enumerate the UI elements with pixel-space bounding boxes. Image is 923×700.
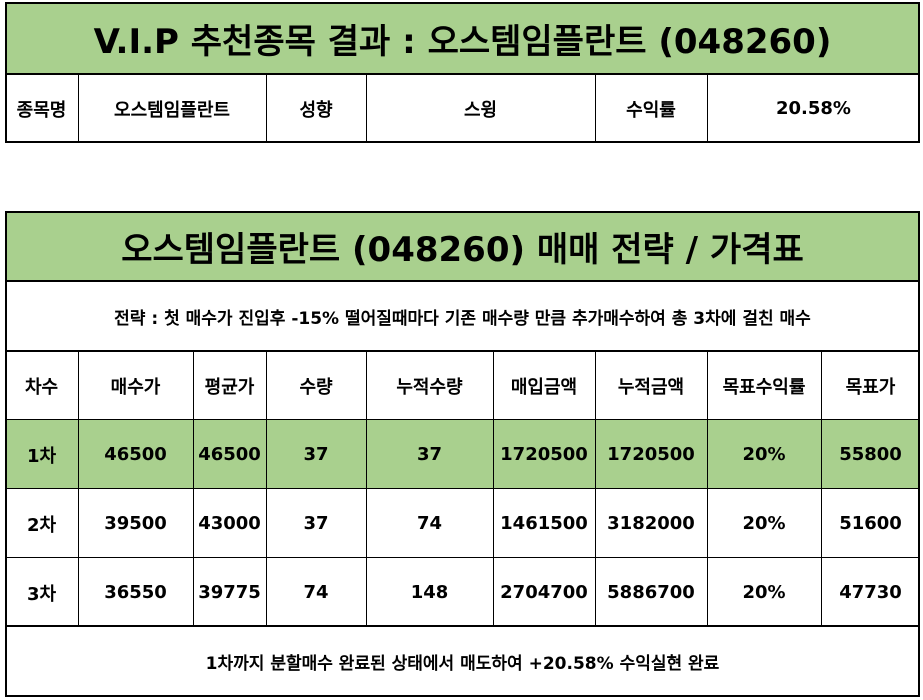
cell-round: 3차 (26, 583, 57, 605)
cell-buy-price: 46500 (104, 444, 167, 465)
price-table: 차수 매수가 평균가 수량 누적수량 매입금액 누적금액 목표수익률 목표가 1차 46500 465… (5, 351, 920, 626)
strategy-section: 오스템임플란트 (048260) 매매 전략 / 가격표 전략 : 첫 매수가 … (5, 211, 920, 697)
cell-avg-price: 46500 (198, 444, 261, 465)
header-cum-amount: 누적금액 (617, 376, 685, 398)
header-target-price: 목표가 (845, 376, 896, 398)
cell-cum-amount: 3182000 (607, 513, 695, 534)
cell-cum-amount: 5886700 (607, 582, 695, 603)
header-target-return: 목표수익률 (722, 376, 806, 398)
cell-buy-price: 36550 (104, 582, 167, 603)
cell-target-price: 47730 (839, 582, 902, 603)
cell-buy-amount: 1720500 (500, 444, 588, 465)
cell-target-price: 51600 (839, 513, 902, 534)
cell-round: 2차 (26, 514, 57, 536)
header-avg-price: 평균가 (204, 376, 255, 398)
stock-name-label: 종목명 (16, 99, 67, 121)
cell-round: 1차 (26, 445, 57, 467)
header-buy-price: 매수가 (110, 376, 161, 398)
header-round: 차수 (24, 376, 59, 398)
cell-qty: 37 (303, 444, 329, 465)
cell-target-return: 20% (742, 582, 786, 603)
cell-target-return: 20% (742, 444, 786, 465)
cell-buy-amount: 2704700 (500, 582, 588, 603)
header-buy-amount: 매입금액 (510, 376, 578, 398)
cell-qty: 74 (303, 582, 329, 603)
strategy-title: 오스템임플란트 (048260) 매매 전략 / 가격표 (5, 211, 920, 281)
tendency-value: 스윙 (463, 99, 498, 121)
vip-result-title: V.I.P 추천종목 결과 : 오스템임플란트 (048260) (5, 2, 920, 74)
vip-result-section: V.I.P 추천종목 결과 : 오스템임플란트 (048260) 종목명 오스템… (5, 2, 920, 143)
cell-buy-amount: 1461500 (500, 513, 588, 534)
cell-target-return: 20% (742, 513, 786, 534)
cell-avg-price: 43000 (198, 513, 261, 534)
strategy-description: 전략 : 첫 매수가 진입후 -15% 떨어질때마다 기존 매수량 만큼 추가매… (114, 308, 811, 329)
cell-buy-price: 39500 (104, 513, 167, 534)
cell-cum-amount: 1720500 (607, 444, 695, 465)
highlight-row-bg (5, 420, 920, 489)
cell-cum-qty: 148 (410, 582, 449, 603)
stock-name-value: 오스템임플란트 (114, 99, 230, 121)
cell-cum-qty: 74 (416, 513, 443, 534)
header-cum-qty: 누적수량 (396, 376, 463, 398)
cell-avg-price: 39775 (198, 582, 261, 603)
cell-cum-qty: 37 (416, 444, 443, 465)
result-footer: 1차까지 분할매수 완료된 상태에서 매도하여 +20.58% 수익실현 완료 (205, 654, 720, 674)
return-label: 수익률 (626, 99, 676, 121)
cell-qty: 37 (303, 513, 329, 534)
cell-target-price: 55800 (839, 444, 902, 465)
return-value: 20.58% (776, 98, 851, 119)
tendency-label: 성향 (299, 99, 333, 121)
header-qty: 수량 (299, 376, 333, 398)
